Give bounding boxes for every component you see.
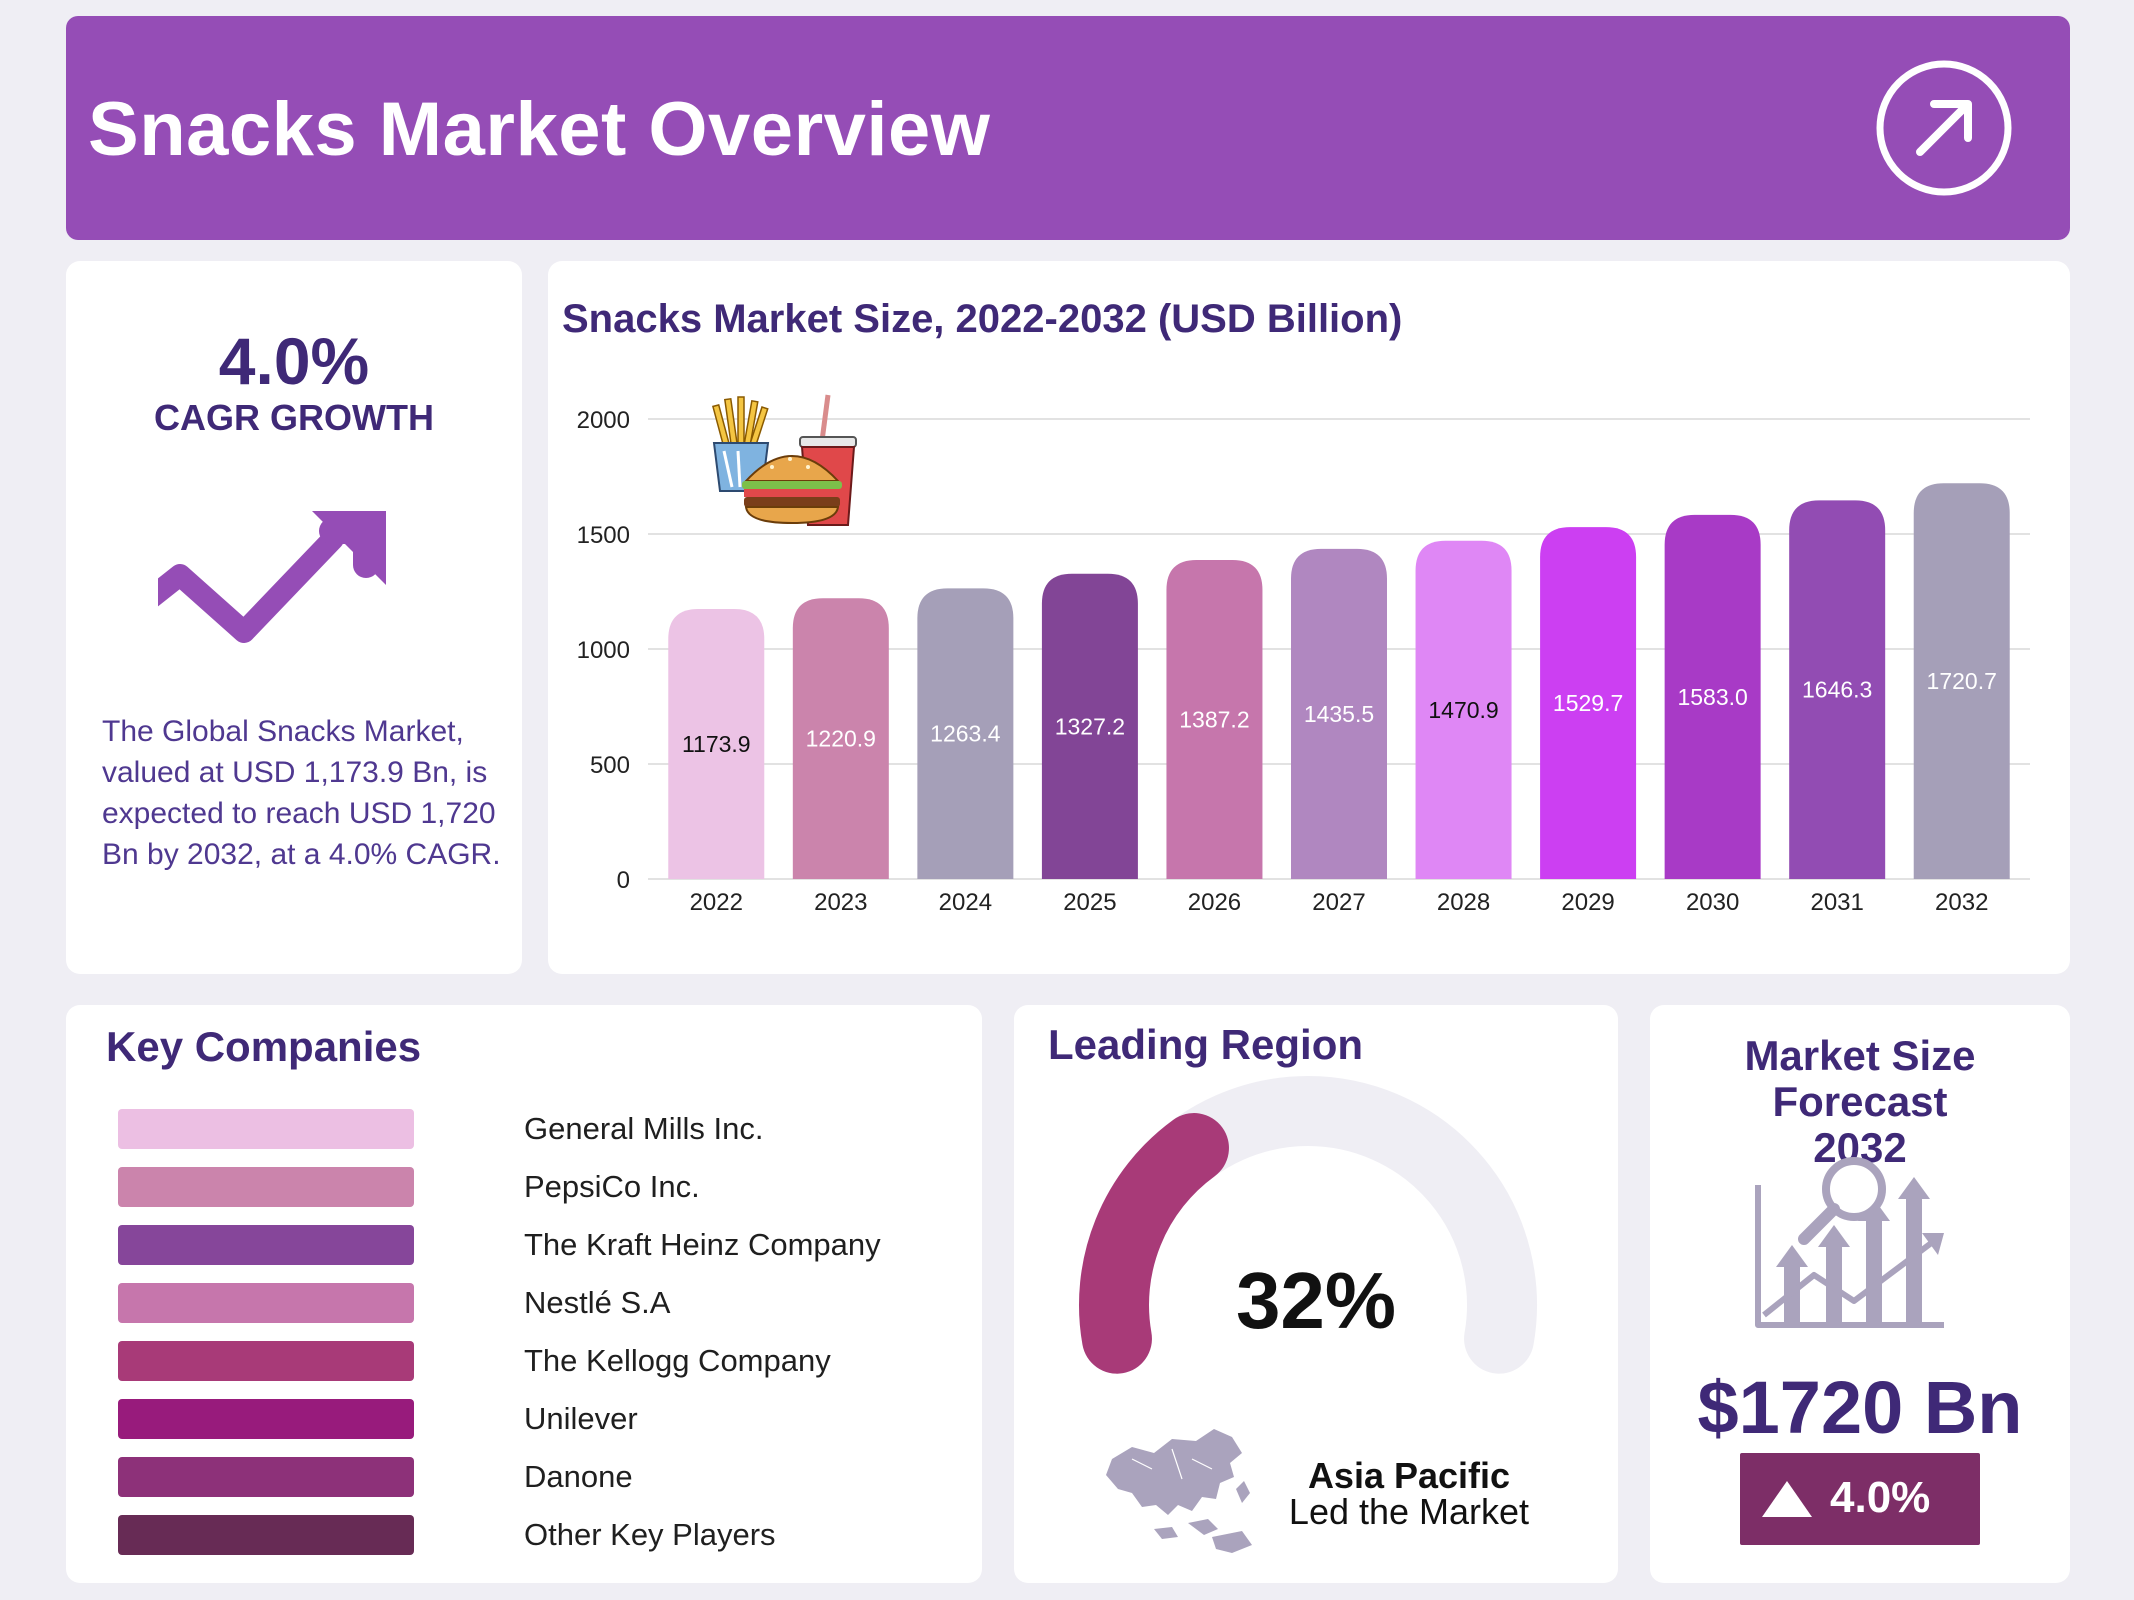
header-banner: Snacks Market Overview: [66, 16, 2070, 240]
bar-2029: [1540, 527, 1637, 879]
bar-2023: [792, 598, 889, 879]
bar-value-label: 1720.7: [1927, 668, 1997, 694]
company-row: Other Key Players: [118, 1515, 898, 1555]
fast-food-icon: [712, 394, 857, 526]
company-name: Nestlé S.A: [524, 1285, 671, 1320]
trend-up-arrow-icon: [158, 511, 386, 643]
x-tick-label: 2027: [1312, 889, 1365, 916]
company-row: Unilever: [118, 1399, 898, 1439]
company-name: PepsiCo Inc.: [524, 1169, 700, 1204]
leading-region-card: Leading Region 32% Asia Pacific Led the …: [1014, 1005, 1618, 1583]
company-name: Unilever: [524, 1401, 638, 1436]
company-row: General Mills Inc.: [118, 1109, 898, 1149]
x-tick-label: 2028: [1437, 889, 1490, 916]
bar-value-label: 1387.2: [1179, 706, 1249, 732]
growth-analysis-chart-icon: [1755, 1157, 1944, 1328]
forecast-card: Market Size Forecast 2032 $1720 Bn 4.0%: [1650, 1005, 2070, 1583]
company-row: The Kellogg Company: [118, 1341, 898, 1381]
growth-value: 4.0%: [1830, 1473, 1931, 1522]
company-color-swatch: [118, 1167, 414, 1207]
cagr-label: CAGR GROWTH: [154, 397, 434, 438]
chart-title: Snacks Market Size, 2022-2032 (USD Billi…: [562, 297, 1403, 341]
company-name: The Kraft Heinz Company: [524, 1227, 881, 1262]
y-tick-label: 500: [590, 752, 630, 779]
bar-2028: [1415, 540, 1512, 879]
company-row: Danone: [118, 1457, 898, 1497]
x-tick-label: 2023: [814, 889, 867, 916]
x-tick-label: 2026: [1188, 889, 1241, 916]
company-color-swatch: [118, 1225, 414, 1265]
region-name: Asia Pacific: [1307, 1455, 1511, 1496]
cagr-value: 4.0%: [218, 324, 370, 398]
market-size-bar-chart: 0 500 1000 1500 2000 1173.9 2022 1220.9 2023 1263…: [577, 394, 2030, 916]
key-companies-card: Key Companies General Mills Inc. PepsiCo …: [66, 1005, 982, 1583]
bar-value-label: 1220.9: [806, 726, 876, 752]
company-name: Danone: [524, 1459, 633, 1494]
bar-value-label: 1435.5: [1304, 701, 1374, 727]
x-tick-label: 2025: [1063, 889, 1116, 916]
company-color-swatch: [118, 1515, 414, 1555]
y-tick-label: 2000: [577, 407, 630, 434]
bar-value-label: 1470.9: [1428, 697, 1498, 723]
company-row: PepsiCo Inc.: [118, 1167, 898, 1207]
x-tick-label: 2022: [690, 889, 743, 916]
x-tick-label: 2030: [1686, 889, 1739, 916]
asia-pacific-map-icon: [1106, 1429, 1252, 1553]
y-tick-label: 0: [617, 867, 630, 894]
company-row: Nestlé S.A: [118, 1283, 898, 1323]
x-tick-label: 2029: [1561, 889, 1614, 916]
company-color-swatch: [118, 1109, 414, 1149]
bar-value-label: 1646.3: [1802, 677, 1872, 703]
bar-2022: [668, 609, 765, 879]
y-tick-label: 1000: [577, 637, 630, 664]
triangle-up-icon: [1762, 1481, 1812, 1517]
region-share-value: 32%: [1235, 1256, 1397, 1345]
bar-2024: [917, 588, 1014, 879]
company-name: The Kellogg Company: [524, 1343, 831, 1378]
company-name: Other Key Players: [524, 1517, 776, 1552]
bar-2025: [1041, 573, 1138, 879]
region-subtitle: Led the Market: [1288, 1491, 1530, 1532]
bar-2030: [1664, 514, 1761, 879]
cagr-card: 4.0% CAGR GROWTH The Global Snacks Marke…: [66, 261, 522, 974]
bar-value-label: 1173.9: [682, 731, 751, 757]
company-row: The Kraft Heinz Company: [118, 1225, 898, 1265]
x-tick-label: 2031: [1810, 889, 1863, 916]
growth-badge: 4.0%: [1740, 1453, 1980, 1545]
bar-2027: [1291, 548, 1387, 879]
bar-value-label: 1263.4: [930, 721, 1001, 747]
company-name: General Mills Inc.: [524, 1111, 764, 1146]
y-tick-label: 1500: [577, 522, 630, 549]
forecast-value: $1720 Bn: [1697, 1366, 2023, 1449]
company-color-swatch: [118, 1341, 414, 1381]
x-tick-label: 2024: [939, 889, 992, 916]
bar-value-label: 1529.7: [1553, 690, 1623, 716]
bar-2032: [1913, 483, 2010, 879]
bar-value-label: 1327.2: [1055, 713, 1125, 739]
arrow-up-right-circle-icon[interactable]: [1874, 58, 2014, 198]
page-title: Snacks Market Overview: [88, 87, 991, 172]
x-tick-label: 2032: [1935, 889, 1988, 916]
bar-2031: [1789, 500, 1886, 879]
market-size-chart-card: Snacks Market Size, 2022-2032 (USD Billi…: [548, 261, 2070, 974]
forecast-title: Market Size Forecast 2032: [1744, 1032, 1976, 1171]
leading-region-title: Leading Region: [1048, 1021, 1363, 1068]
bar-2026: [1166, 559, 1263, 879]
company-color-swatch: [118, 1399, 414, 1439]
gauge-fill: [1079, 1113, 1229, 1374]
cagr-description: The Global Snacks Market, valued at USD …: [102, 715, 501, 871]
company-color-swatch: [118, 1457, 414, 1497]
region-share-gauge: [1079, 1076, 1537, 1374]
bar-value-label: 1583.0: [1677, 684, 1747, 710]
company-color-swatch: [118, 1283, 414, 1323]
key-companies-title: Key Companies: [106, 1023, 422, 1070]
